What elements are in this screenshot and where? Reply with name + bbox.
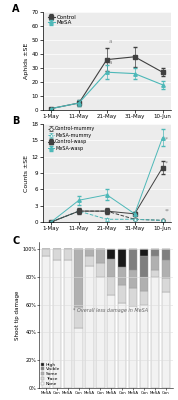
Bar	[96, 249, 104, 263]
Bar	[162, 260, 170, 278]
Y-axis label: Aphids ±SE: Aphids ±SE	[24, 43, 29, 79]
Text: a: a	[109, 39, 112, 44]
Bar	[74, 328, 83, 388]
Bar	[118, 303, 126, 388]
Bar	[140, 249, 148, 256]
Bar	[129, 249, 137, 270]
Bar	[74, 249, 83, 307]
Text: * Overall less damage in MeSA: * Overall less damage in MeSA	[73, 308, 148, 313]
Bar	[129, 270, 137, 288]
Bar	[162, 278, 170, 292]
Bar	[42, 249, 50, 256]
Bar	[107, 249, 116, 259]
Bar	[85, 249, 94, 256]
Bar	[64, 249, 72, 260]
Bar	[53, 260, 61, 388]
Text: C: C	[12, 236, 20, 246]
Bar	[140, 291, 148, 304]
Bar	[140, 304, 148, 388]
Y-axis label: Counts ±SE: Counts ±SE	[24, 154, 29, 192]
Text: B: B	[12, 116, 19, 126]
Bar	[118, 285, 126, 303]
Text: *: *	[165, 161, 168, 166]
Bar	[42, 256, 50, 388]
Bar	[151, 249, 159, 256]
Bar	[107, 277, 116, 295]
Bar	[129, 288, 137, 306]
Text: a: a	[109, 60, 112, 65]
Bar	[107, 259, 116, 277]
Bar	[96, 263, 104, 277]
Text: **: **	[165, 208, 170, 213]
Bar	[64, 260, 72, 388]
Legend: High, Visible, Some, Trace, None: High, Visible, Some, Trace, None	[40, 361, 62, 388]
Bar	[85, 256, 94, 266]
Bar	[96, 277, 104, 388]
Bar	[85, 266, 94, 388]
Bar	[140, 256, 148, 277]
Bar	[74, 307, 83, 328]
Text: A: A	[12, 4, 19, 14]
Bar	[151, 256, 159, 270]
Legend: Control-mummy, MeSA-mummy, Control-wasp, MeSA-wasp: Control-mummy, MeSA-mummy, Control-wasp,…	[46, 124, 97, 153]
Bar	[151, 277, 159, 388]
Bar	[162, 249, 170, 260]
Bar	[107, 295, 116, 388]
Text: *: *	[165, 136, 168, 141]
Bar	[140, 277, 148, 291]
Bar	[118, 267, 126, 285]
Bar	[118, 249, 126, 267]
Bar	[53, 249, 61, 260]
Y-axis label: Shoot tip damage: Shoot tip damage	[15, 290, 20, 340]
Legend: Control, MeSA: Control, MeSA	[46, 12, 78, 28]
Bar	[129, 306, 137, 388]
Bar	[162, 292, 170, 388]
Bar	[151, 270, 159, 277]
